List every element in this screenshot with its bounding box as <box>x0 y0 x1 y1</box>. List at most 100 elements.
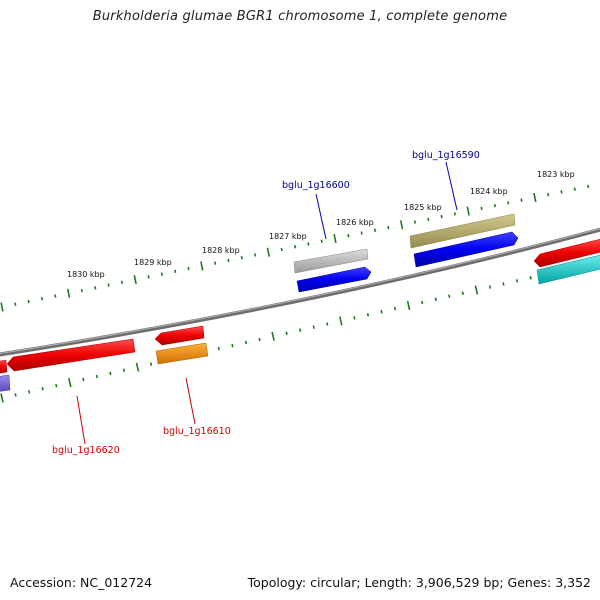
ruler-label-1825: 1825 kbp <box>404 203 442 212</box>
outer-track-minor-tick <box>480 206 483 211</box>
inner-track-minor-tick <box>448 294 451 298</box>
inner-track-minor-tick <box>55 383 58 388</box>
gene-bglu-1g16620[interactable] <box>6 338 136 372</box>
inner-track-minor-tick <box>28 390 31 394</box>
outer-track-major-tick <box>0 302 4 312</box>
inner-track-major-tick <box>271 331 275 341</box>
feature-purple-left-edge[interactable] <box>0 374 11 392</box>
inner-track-minor-tick <box>353 316 356 320</box>
gene-labels: bglu_1g16600 bglu_1g16590 bglu_1g16620 b… <box>52 150 480 456</box>
inner-track-minor-tick <box>488 285 492 289</box>
outer-track-minor-tick <box>214 261 217 265</box>
outer-track-minor-tick <box>347 234 350 238</box>
inner-track-minor-tick <box>421 300 424 305</box>
ruler-label-1828: 1828 kbp <box>202 246 240 255</box>
chromosome-backbone-highlight <box>0 228 600 354</box>
outer-track-minor-tick <box>520 198 523 202</box>
outer-track-minor-tick <box>560 190 563 194</box>
outer-track-minor-tick <box>174 269 177 274</box>
inner-track-minor-tick <box>149 362 153 366</box>
outer-track-major-tick <box>466 206 470 216</box>
feature-olive-rna[interactable] <box>409 213 516 249</box>
gene-label-bglu-1g16610[interactable]: bglu_1g16610 <box>163 426 231 437</box>
outer-track-major-tick <box>533 192 537 202</box>
outer-track-minor-tick <box>240 255 243 260</box>
inner-track-major-tick <box>474 285 479 295</box>
outer-track-minor-tick <box>573 187 576 191</box>
gene-bglu-1g16590[interactable] <box>413 231 519 268</box>
gene-red-right-edge[interactable] <box>533 238 600 268</box>
outer-track-minor-tick <box>280 247 283 252</box>
outer-track-minor-tick <box>27 299 30 304</box>
feature-cyan-right-edge[interactable] <box>536 254 600 285</box>
inner-track-minor-tick <box>299 328 302 332</box>
leader-bglu-1g16620 <box>76 395 86 445</box>
outer-track-minor-tick <box>453 212 456 216</box>
outer-track-minor-tick <box>94 286 97 290</box>
outer-track-minor-tick <box>360 231 363 235</box>
outer-track-minor-tick <box>440 214 443 219</box>
inner-track-minor-tick <box>502 282 505 286</box>
inner-track-minor-tick <box>529 276 532 280</box>
inner-track-minor-tick <box>217 346 220 351</box>
outer-track-major-tick <box>133 275 137 285</box>
inner-track-minor-tick <box>231 343 234 348</box>
outer-track-minor-tick <box>147 275 150 279</box>
leader-bglu-1g16590 <box>445 161 458 211</box>
inner-track-minor-tick <box>258 337 261 342</box>
gene-bglu-1g16600[interactable] <box>296 266 372 293</box>
leader-bglu-1g16600 <box>315 193 327 240</box>
outer-track-major-tick <box>266 247 271 257</box>
inner-track-minor-tick <box>434 297 437 302</box>
inner-track-minor-tick <box>82 377 85 382</box>
outer-track-minor-tick <box>373 228 377 232</box>
gene-label-bglu-1g16600[interactable]: bglu_1g16600 <box>282 180 350 191</box>
ruler-label-1827: 1827 kbp <box>269 232 307 241</box>
outer-track-minor-tick <box>493 203 496 208</box>
chromosome-backbone <box>0 227 600 357</box>
ruler-label-1829: 1829 kbp <box>134 258 172 267</box>
inner-track-minor-tick <box>14 393 17 397</box>
inner-track-major-tick <box>0 393 4 403</box>
inner-track-major-tick <box>339 316 343 326</box>
gene-label-bglu-1g16590[interactable]: bglu_1g16590 <box>412 150 480 161</box>
ruler-label-1823: 1823 kbp <box>537 170 575 179</box>
accession-label: Accession: NC_012724 <box>10 575 153 590</box>
kbp-ruler-labels: 1830 kbp 1829 kbp 1828 kbp 1827 kbp 1826… <box>67 170 575 279</box>
map-title: Burkholderia glumae BGR1 chromosome 1, c… <box>92 9 508 24</box>
inner-track-minor-tick <box>326 322 329 326</box>
outer-track-minor-tick <box>14 302 17 306</box>
ruler-label-1824: 1824 kbp <box>470 187 508 196</box>
inner-track-minor-tick <box>122 368 126 372</box>
outer-track-minor-tick <box>547 192 550 197</box>
outer-tick-track <box>0 184 590 312</box>
outer-track-minor-tick <box>307 242 310 246</box>
gene-red-left-edge[interactable] <box>0 359 8 374</box>
outer-track-minor-tick <box>80 288 83 293</box>
inner-track-major-tick <box>135 362 140 372</box>
inner-track-minor-tick <box>312 325 315 329</box>
gene-label-bglu-1g16620[interactable]: bglu_1g16620 <box>52 445 120 456</box>
outer-track-minor-tick <box>413 220 417 224</box>
inner-track-minor-tick <box>244 340 248 345</box>
ruler-label-1826: 1826 kbp <box>336 218 374 227</box>
ruler-label-1830: 1830 kbp <box>67 270 105 279</box>
leader-bglu-1g16610 <box>185 377 196 425</box>
inner-track-minor-tick <box>380 309 383 314</box>
outer-track-minor-tick <box>107 283 110 287</box>
forward-strand-features <box>293 213 600 293</box>
inner-track-minor-tick <box>95 374 98 379</box>
feature-orange[interactable] <box>155 342 209 365</box>
outer-track-minor-tick <box>120 280 123 285</box>
outer-track-minor-tick <box>293 245 297 249</box>
feature-gray-rna[interactable] <box>293 248 369 274</box>
inner-track-minor-tick <box>515 279 519 283</box>
inner-track-minor-tick <box>109 371 112 376</box>
outer-track-minor-tick <box>54 294 57 298</box>
outer-track-minor-tick <box>387 225 390 230</box>
gene-bglu-1g16610[interactable] <box>154 325 205 346</box>
outer-track-minor-tick <box>507 201 510 205</box>
inner-track-minor-tick <box>393 306 397 311</box>
